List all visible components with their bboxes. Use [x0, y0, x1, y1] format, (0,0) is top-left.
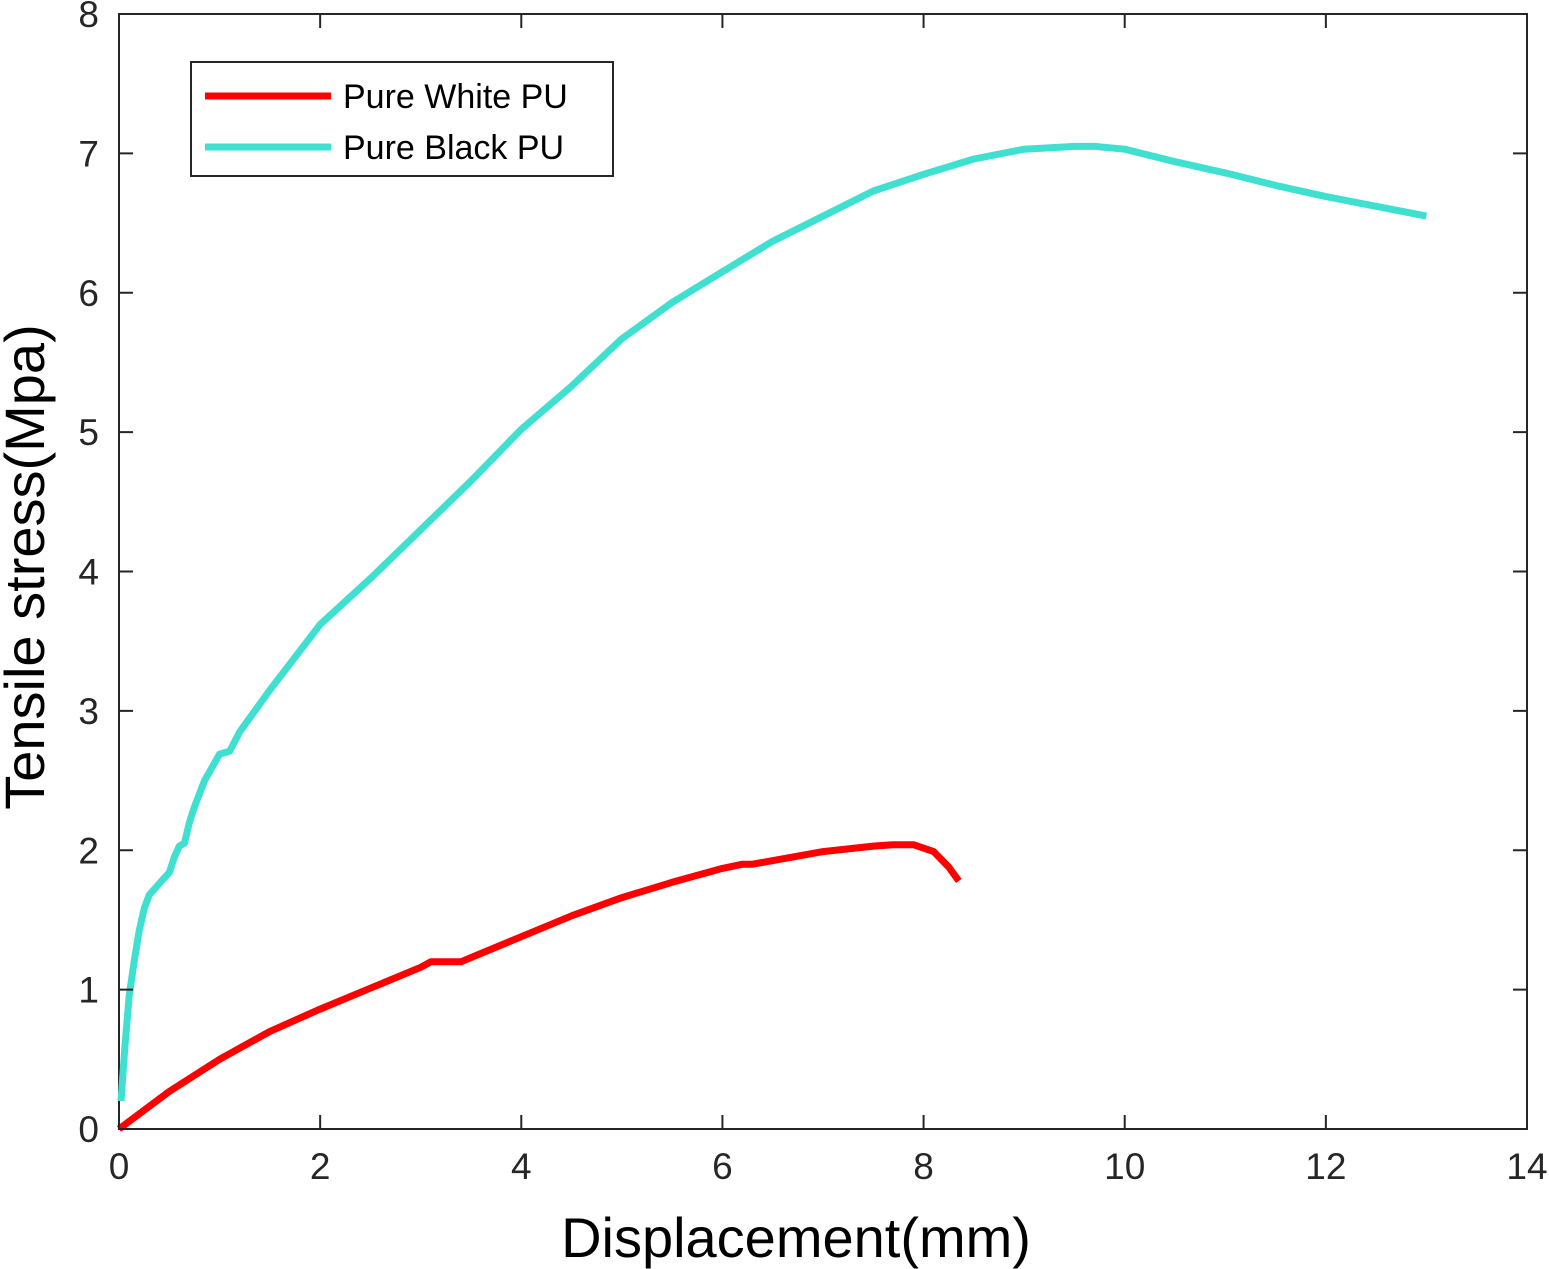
x-tick-label: 12 [1305, 1146, 1346, 1187]
x-tick-label: 8 [913, 1146, 934, 1187]
y-tick-label: 1 [78, 970, 99, 1011]
series-line-pure-black-pu [117, 142, 1428, 1102]
y-tick-label: 0 [78, 1109, 99, 1150]
y-tick-label: 2 [78, 830, 99, 871]
y-tick-label: 8 [78, 0, 99, 35]
x-tick-label: 2 [310, 1146, 331, 1187]
y-tick-label: 3 [78, 691, 99, 732]
x-axis: 0 2 4 6 8 10 12 14 [109, 14, 1548, 1187]
x-tick-label: 6 [712, 1146, 733, 1187]
x-tick-label: 0 [109, 1146, 130, 1187]
y-tick-label: 6 [78, 273, 99, 314]
y-axis-title: Tensile stress(Mpa) [0, 324, 56, 809]
series-layer [116, 142, 1428, 1132]
y-axis: 0 1 2 3 4 5 6 7 8 [78, 0, 1527, 1150]
y-tick-label: 5 [78, 412, 99, 453]
x-tick-label: 4 [511, 1146, 532, 1187]
plot-border [118, 13, 1528, 1130]
y-tick-label: 7 [78, 133, 99, 174]
legend-label: Pure White PU [343, 78, 568, 116]
y-tick-label: 4 [78, 552, 99, 593]
x-tick-label: 10 [1104, 1146, 1145, 1187]
plot-area [118, 13, 1528, 1130]
legend-label: Pure Black PU [343, 129, 564, 167]
legend: Pure White PU Pure Black PU [190, 61, 614, 177]
x-axis-title: Displacement(mm) [561, 1206, 1031, 1269]
legend-box [190, 61, 614, 177]
series-line-pure-white-pu [116, 841, 962, 1132]
x-tick-label: 14 [1506, 1146, 1547, 1187]
